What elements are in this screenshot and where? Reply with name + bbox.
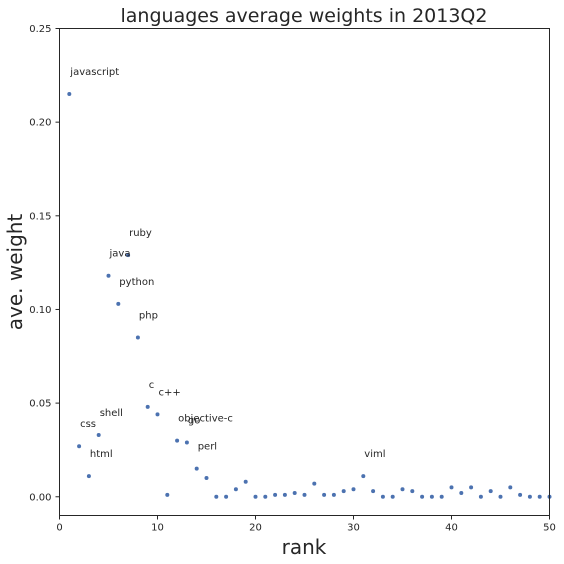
data-point <box>263 494 268 499</box>
data-point <box>429 494 434 499</box>
data-point <box>145 404 150 409</box>
data-point <box>508 485 513 490</box>
data-point <box>498 494 503 499</box>
y-tick-label: 0.10 <box>29 305 51 316</box>
data-point <box>380 494 385 499</box>
data-point <box>243 479 248 484</box>
data-point <box>537 494 542 499</box>
data-point <box>302 492 307 497</box>
data-point <box>292 491 297 496</box>
point-label: shell <box>100 408 123 419</box>
y-tick-label: 0.05 <box>29 399 51 410</box>
point-label: python <box>119 277 154 288</box>
data-point <box>204 476 209 481</box>
data-point <box>312 481 317 486</box>
data-point <box>155 412 160 417</box>
data-point <box>233 487 238 492</box>
data-point <box>96 432 101 437</box>
data-point <box>518 492 523 497</box>
y-tick-label: 0.20 <box>29 118 51 129</box>
data-point <box>135 335 140 340</box>
data-point <box>449 485 454 490</box>
plot-frame <box>59 28 550 516</box>
y-axis-ticks: 0.00 0.05 0.10 0.15 0.20 0.25 <box>29 24 60 503</box>
point-label: css <box>80 419 96 430</box>
data-point <box>527 494 532 499</box>
data-point <box>331 492 336 497</box>
data-point <box>116 301 121 306</box>
point-label: objective-c <box>178 414 233 425</box>
point-label: php <box>139 311 158 322</box>
data-point <box>341 489 346 494</box>
x-axis-label: rank <box>282 535 327 559</box>
data-point <box>351 487 356 492</box>
y-tick-label: 0.15 <box>29 211 51 222</box>
data-point <box>126 253 131 258</box>
x-tick-label: 10 <box>151 523 164 534</box>
data-point <box>224 494 229 499</box>
data-point <box>194 466 199 471</box>
data-point <box>282 492 287 497</box>
chart-title: languages average weights in 2013Q2 <box>121 5 488 27</box>
x-tick-label: 40 <box>445 523 458 534</box>
y-tick-label: 0.00 <box>29 492 51 503</box>
data-point <box>273 492 278 497</box>
data-point <box>469 485 474 490</box>
data-point <box>86 474 91 479</box>
data-point <box>106 273 111 278</box>
data-point <box>488 489 493 494</box>
x-tick-label: 30 <box>347 523 360 534</box>
point-label: javascript <box>69 67 119 78</box>
point-label: viml <box>364 449 385 460</box>
point-label: ruby <box>129 228 152 239</box>
data-point <box>361 474 366 479</box>
data-points <box>67 92 552 499</box>
data-point <box>371 489 376 494</box>
y-axis-label: ave. weight <box>3 214 27 331</box>
data-point <box>410 489 415 494</box>
point-label: c++ <box>159 387 181 398</box>
x-tick-label: 0 <box>56 523 62 534</box>
point-annotations: javascript css html shell java python ruby php c… <box>69 67 385 460</box>
data-point <box>77 444 82 449</box>
point-label: java <box>109 249 131 260</box>
data-point <box>214 494 219 499</box>
y-tick-label: 0.25 <box>29 24 51 35</box>
x-tick-label: 20 <box>249 523 262 534</box>
x-axis-ticks: 0 10 20 30 40 50 <box>56 515 556 534</box>
data-point <box>322 492 327 497</box>
point-label: html <box>90 449 113 460</box>
data-point <box>390 494 395 499</box>
point-label: perl <box>198 442 217 453</box>
data-point <box>478 494 483 499</box>
data-point <box>175 438 180 443</box>
data-point <box>459 491 464 496</box>
point-label: go <box>188 415 200 426</box>
data-point <box>420 494 425 499</box>
data-point <box>165 492 170 497</box>
data-point <box>67 92 72 97</box>
data-point <box>439 494 444 499</box>
data-point <box>184 440 189 445</box>
data-point <box>253 494 258 499</box>
x-tick-label: 50 <box>543 523 556 534</box>
point-label: c <box>149 380 155 391</box>
data-point <box>400 487 405 492</box>
